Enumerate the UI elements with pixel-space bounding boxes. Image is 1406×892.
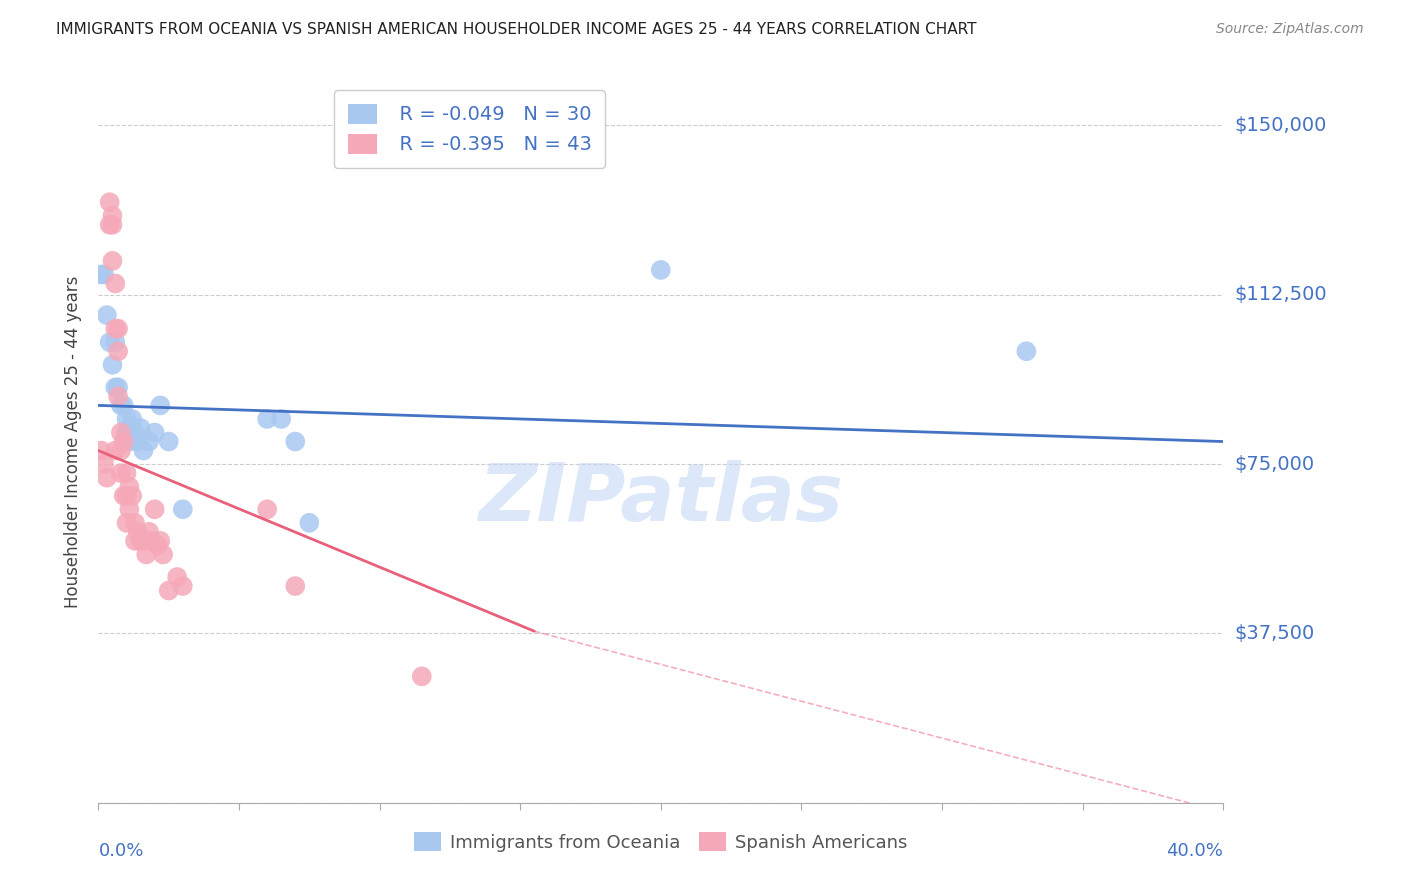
Point bbox=[93, 457, 115, 471]
Point bbox=[124, 425, 146, 440]
Text: Source: ZipAtlas.com: Source: ZipAtlas.com bbox=[1216, 22, 1364, 37]
Point bbox=[96, 470, 118, 484]
Point bbox=[112, 398, 135, 412]
Point bbox=[127, 434, 149, 449]
Text: 0.0%: 0.0% bbox=[98, 842, 143, 860]
Point bbox=[127, 524, 149, 539]
Point bbox=[284, 579, 307, 593]
Point bbox=[104, 443, 127, 458]
Point bbox=[121, 412, 143, 426]
Point bbox=[146, 538, 169, 552]
Point bbox=[110, 443, 132, 458]
Point bbox=[1015, 344, 1038, 359]
Point bbox=[115, 425, 138, 440]
Point bbox=[115, 466, 138, 480]
Point bbox=[135, 548, 157, 562]
Point bbox=[115, 412, 138, 426]
Point bbox=[101, 218, 124, 232]
Point bbox=[149, 533, 172, 548]
Point bbox=[284, 434, 307, 449]
Point bbox=[270, 412, 292, 426]
Legend: Immigrants from Oceania, Spanish Americans: Immigrants from Oceania, Spanish America… bbox=[408, 825, 914, 859]
Point bbox=[166, 570, 188, 584]
Point bbox=[138, 434, 160, 449]
Text: IMMIGRANTS FROM OCEANIA VS SPANISH AMERICAN HOUSEHOLDER INCOME AGES 25 - 44 YEAR: IMMIGRANTS FROM OCEANIA VS SPANISH AMERI… bbox=[56, 22, 977, 37]
Point bbox=[112, 434, 135, 449]
Point bbox=[118, 480, 141, 494]
Y-axis label: Householder Income Ages 25 - 44 years: Householder Income Ages 25 - 44 years bbox=[65, 276, 83, 607]
Point bbox=[129, 421, 152, 435]
Point bbox=[157, 434, 180, 449]
Point bbox=[124, 533, 146, 548]
Point bbox=[138, 524, 160, 539]
Point bbox=[172, 502, 194, 516]
Point bbox=[118, 421, 141, 435]
Point bbox=[143, 502, 166, 516]
Point bbox=[90, 268, 112, 282]
Text: 40.0%: 40.0% bbox=[1167, 842, 1223, 860]
Point bbox=[152, 548, 174, 562]
Point bbox=[104, 277, 127, 291]
Point bbox=[104, 335, 127, 350]
Point bbox=[90, 443, 112, 458]
Point bbox=[110, 466, 132, 480]
Point bbox=[118, 434, 141, 449]
Point bbox=[101, 358, 124, 372]
Point bbox=[143, 425, 166, 440]
Point bbox=[124, 516, 146, 530]
Point bbox=[107, 380, 129, 394]
Point bbox=[129, 533, 152, 548]
Point bbox=[121, 489, 143, 503]
Point bbox=[650, 263, 672, 277]
Point bbox=[256, 412, 278, 426]
Point bbox=[298, 516, 321, 530]
Point bbox=[104, 321, 127, 335]
Point bbox=[141, 533, 163, 548]
Point bbox=[107, 321, 129, 335]
Point bbox=[110, 398, 132, 412]
Text: ZIPatlas: ZIPatlas bbox=[478, 460, 844, 539]
Point bbox=[98, 218, 121, 232]
Point bbox=[149, 398, 172, 412]
Point bbox=[101, 209, 124, 223]
Point bbox=[112, 489, 135, 503]
Point bbox=[101, 253, 124, 268]
Point bbox=[107, 389, 129, 403]
Point bbox=[110, 425, 132, 440]
Text: $75,000: $75,000 bbox=[1234, 455, 1315, 474]
Point bbox=[107, 344, 129, 359]
Text: $150,000: $150,000 bbox=[1234, 116, 1327, 135]
Point bbox=[118, 502, 141, 516]
Point bbox=[98, 195, 121, 210]
Point bbox=[132, 443, 155, 458]
Point bbox=[98, 335, 121, 350]
Text: $37,500: $37,500 bbox=[1234, 624, 1315, 643]
Point bbox=[132, 533, 155, 548]
Text: $112,500: $112,500 bbox=[1234, 285, 1327, 304]
Point bbox=[172, 579, 194, 593]
Point bbox=[115, 489, 138, 503]
Point bbox=[96, 308, 118, 322]
Point bbox=[115, 516, 138, 530]
Point bbox=[256, 502, 278, 516]
Point bbox=[104, 380, 127, 394]
Point bbox=[93, 268, 115, 282]
Point bbox=[157, 583, 180, 598]
Point bbox=[411, 669, 433, 683]
